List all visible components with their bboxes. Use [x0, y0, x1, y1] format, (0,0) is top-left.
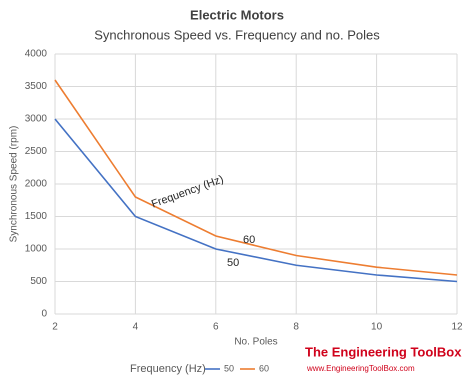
y-axis-label: Synchronous Speed (rpm) — [9, 126, 20, 243]
y-tick-label: 500 — [30, 276, 47, 287]
annotation: 50 — [227, 257, 239, 269]
annotation: Frequency (Hz) — [150, 173, 225, 210]
y-tick-label: 3500 — [25, 81, 48, 92]
x-tick-label: 10 — [371, 322, 383, 333]
y-tick-label: 3000 — [25, 114, 48, 125]
series-line — [54, 79, 458, 276]
y-tick-label: 1000 — [25, 244, 48, 255]
chart-subtitle: Synchronous Speed vs. Frequency and no. … — [94, 27, 380, 42]
series-line — [54, 118, 458, 283]
y-tick-label: 2000 — [25, 179, 48, 190]
watermark-title: The Engineering ToolBox — [305, 344, 462, 359]
chart-title: Electric Motors — [190, 7, 284, 22]
x-tick-label: 4 — [133, 322, 139, 333]
x-tick-label: 6 — [213, 322, 219, 333]
x-tick-label: 2 — [52, 322, 58, 333]
x-tick-label: 12 — [451, 322, 463, 333]
x-tick-label: 8 — [293, 322, 299, 333]
legend-label: 50 — [224, 363, 234, 373]
y-tick-label: 0 — [41, 309, 47, 320]
legend-title: Frequency (Hz) — [130, 363, 206, 375]
x-axis-label: No. Poles — [234, 337, 277, 348]
watermark-url: www.EngineeringToolBox.com — [306, 364, 415, 373]
y-tick-label: 1500 — [25, 211, 48, 222]
y-tick-label: 2500 — [25, 146, 48, 157]
annotation: 60 — [243, 234, 255, 246]
legend-label: 60 — [259, 363, 269, 373]
y-tick-label: 4000 — [25, 49, 48, 60]
